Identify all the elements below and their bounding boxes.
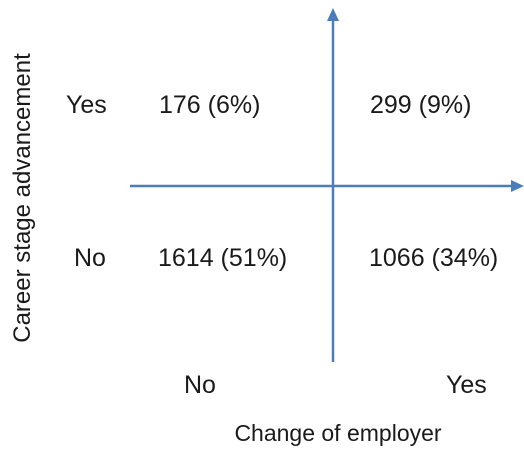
cell-top-left: 176 (6%) <box>159 91 261 119</box>
x-category-yes: Yes <box>446 371 487 399</box>
x-category-no: No <box>184 371 216 399</box>
horizontal-axis-arrowhead <box>511 180 524 192</box>
y-category-no: No <box>74 244 106 272</box>
y-axis-title: Career stage advancement <box>9 53 36 343</box>
cell-bottom-right: 1066 (34%) <box>369 244 499 272</box>
x-axis-title: Change of employer <box>234 420 442 446</box>
cell-top-right: 299 (9%) <box>370 91 472 119</box>
vertical-axis-arrowhead <box>327 8 339 21</box>
y-category-yes: Yes <box>66 91 107 119</box>
cell-bottom-left: 1614 (51%) <box>158 244 288 272</box>
